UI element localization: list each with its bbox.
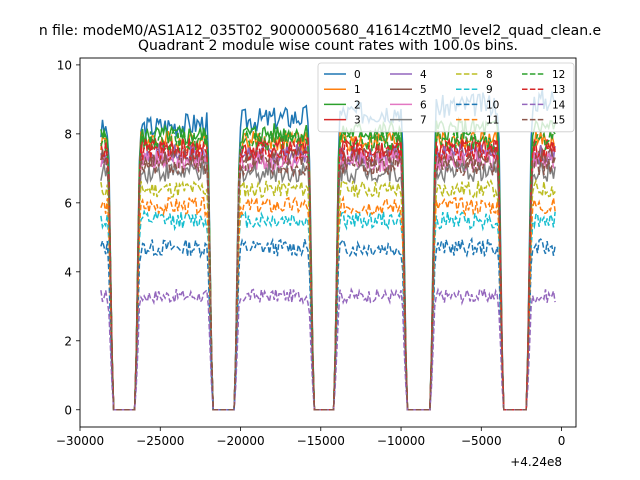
x-tick-label: −15000 (297, 434, 345, 448)
legend-label: 11 (486, 115, 499, 127)
y-tick-label: 10 (57, 58, 72, 72)
x-tick-label: −25000 (136, 434, 184, 448)
y-axis: 0 2 4 6 8 10 (57, 58, 80, 417)
legend-box (317, 62, 575, 133)
legend-label: 4 (420, 69, 427, 81)
x-tick-label: 0 (558, 434, 566, 448)
chart-title: Quadrant 2 module wise count rates with … (138, 38, 518, 54)
x-tick-label: −5000 (461, 434, 502, 448)
y-tick-label: 2 (64, 334, 72, 348)
x-tick-label: −20000 (216, 434, 264, 448)
x-offset-label: +4.24e8 (510, 455, 562, 469)
y-tick-label: 8 (64, 127, 72, 141)
legend-label: 14 (552, 99, 566, 111)
legend-label: 0 (354, 69, 361, 81)
legend-label: 9 (486, 84, 493, 96)
series-layer (100, 89, 556, 411)
chart-suptitle: n file: modeM0/AS1A12_035T02_9000005680_… (39, 23, 601, 39)
y-tick-label: 4 (64, 265, 72, 279)
series-line-9 (100, 209, 556, 411)
legend-label: 1 (354, 84, 361, 96)
series-line-14 (100, 287, 556, 411)
series-line-15 (100, 153, 556, 411)
x-tick-label: −10000 (377, 434, 425, 448)
legend-label: 10 (486, 99, 499, 111)
legend-label: 8 (486, 69, 493, 81)
x-tick-label: −30000 (56, 434, 104, 448)
legend-label: 7 (420, 115, 427, 127)
x-axis: −30000 −25000 −20000 −15000 −10000 −5000 0 (56, 427, 565, 448)
legend-label: 5 (420, 84, 427, 96)
series-line-11 (100, 195, 556, 411)
y-tick-label: 6 (64, 196, 72, 210)
legend-label: 12 (552, 69, 565, 81)
legend-label: 13 (552, 84, 565, 96)
legend-label: 15 (552, 115, 565, 127)
legend-label: 3 (354, 115, 361, 127)
plot-frame (79, 57, 577, 428)
y-tick-label: 0 (64, 403, 72, 417)
legend-label: 6 (420, 99, 427, 111)
legend-label: 2 (354, 99, 361, 111)
